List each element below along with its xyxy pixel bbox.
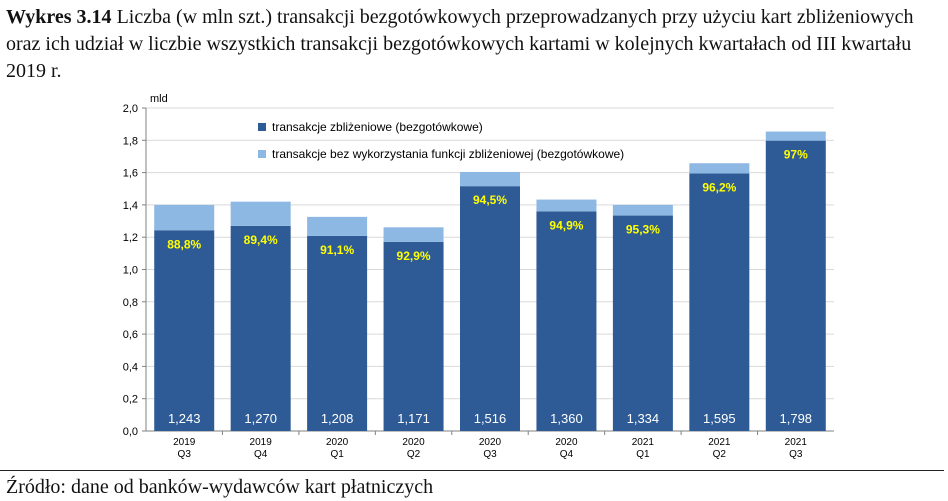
- x-tick-label-quarter: Q3: [789, 449, 803, 460]
- x-tick-label-quarter: Q4: [254, 449, 268, 460]
- x-tick-label-quarter: Q3: [178, 449, 192, 460]
- y-tick-label: 1,2: [123, 232, 138, 244]
- y-tick-label: 0,4: [123, 361, 138, 373]
- x-tick-label-quarter: Q3: [483, 449, 497, 460]
- bar-value-label: 1,516: [474, 411, 507, 426]
- y-tick-label: 1,0: [123, 265, 138, 277]
- bar-contactless: [612, 215, 673, 431]
- x-tick-label-year: 2021: [632, 437, 655, 448]
- bar-share-label: 96,2%: [702, 180, 736, 194]
- legend-label-non-contactless: transakcje bez wykorzystania funkcji zbl…: [272, 147, 624, 161]
- y-tick-label: 0,2: [123, 394, 138, 406]
- bar-share-label: 97%: [784, 148, 808, 162]
- source-divider: [0, 470, 944, 471]
- bar-share-label: 89,4%: [244, 233, 278, 247]
- figure-caption: Wykres 3.14 Liczba (w mln szt.) transakc…: [6, 4, 942, 85]
- y-tick-label: 0,8: [123, 297, 138, 309]
- bar-value-label: 1,798: [780, 411, 813, 426]
- bar-non-contactless: [154, 204, 215, 231]
- x-tick-label-year: 2019: [173, 437, 196, 448]
- source-note: Źródło: dane od banków-wydawców kart pła…: [6, 476, 434, 498]
- x-tick-label-quarter: Q1: [330, 449, 344, 460]
- bar-share-label: 94,9%: [549, 218, 583, 232]
- x-tick-label-year: 2021: [785, 437, 808, 448]
- bar-value-label: 1,208: [321, 411, 354, 426]
- x-tick-label-year: 2020: [326, 437, 349, 448]
- bar-contactless: [230, 225, 291, 431]
- bar-value-label: 1,360: [550, 411, 583, 426]
- bar-value-label: 1,243: [168, 411, 201, 426]
- y-tick-label: 0,0: [123, 426, 138, 438]
- y-tick-label: 1,4: [123, 200, 138, 212]
- bar-non-contactless: [689, 163, 750, 174]
- bar-non-contactless: [460, 171, 520, 187]
- bar-contactless: [383, 241, 444, 431]
- x-tick-label-quarter: Q1: [636, 449, 650, 460]
- bar-contactless: [689, 173, 750, 431]
- x-tick-label-year: 2019: [250, 437, 273, 448]
- bar-non-contactless: [230, 201, 291, 226]
- legend-label-contactless: transakcje zbliżeniowe (bezgotówkowe): [272, 120, 483, 134]
- bar-value-label: 1,334: [627, 411, 660, 426]
- legend-swatch-non-contactless: [258, 150, 266, 158]
- bar-value-label: 1,270: [244, 411, 277, 426]
- x-tick-label-quarter: Q2: [713, 449, 727, 460]
- bar-non-contactless: [536, 199, 597, 212]
- bar-contactless: [536, 211, 597, 431]
- bar-contactless: [765, 140, 826, 432]
- bar-share-label: 88,8%: [167, 237, 201, 251]
- figure-label: Wykres 3.14: [6, 6, 112, 28]
- bar-non-contactless: [765, 131, 826, 141]
- bar-share-label: 92,9%: [397, 249, 431, 263]
- bar-value-label: 1,595: [703, 411, 736, 426]
- bar-share-label: 94,5%: [473, 193, 507, 207]
- x-tick-label-quarter: Q2: [407, 449, 421, 460]
- chart-container: 0,0 0,2 0,4 0,6 0,8 1,0 1,2 1,4 1,6 1,8 2,0 mld 1,24…: [0, 86, 948, 470]
- x-tick-label-year: 2020: [479, 437, 502, 448]
- bar-contactless: [154, 230, 215, 431]
- legend-swatch-contactless: [258, 123, 266, 131]
- stacked-bar-chart: 0,0 0,2 0,4 0,6 0,8 1,0 1,2 1,4 1,6 1,8 2,0 mld 1,24…: [123, 93, 834, 460]
- x-tick-label-year: 2020: [402, 437, 425, 448]
- bar-non-contactless: [307, 216, 368, 236]
- bar-share-label: 91,1%: [320, 243, 354, 257]
- bar-value-label: 1,171: [397, 411, 430, 426]
- bar-non-contactless: [612, 204, 673, 216]
- figure-title: Liczba (w mln szt.) transakcji bezgotówk…: [6, 6, 914, 82]
- y-unit-label: mld: [150, 93, 168, 105]
- bar-contactless: [460, 186, 520, 431]
- x-tick-label-year: 2020: [555, 437, 578, 448]
- y-tick-label: 1,8: [123, 135, 138, 147]
- x-tick-label-year: 2021: [708, 437, 731, 448]
- y-tick-label: 1,6: [123, 168, 138, 180]
- y-tick-label: 2,0: [123, 103, 138, 115]
- bar-contactless: [307, 235, 368, 431]
- y-tick-label: 0,6: [123, 329, 138, 341]
- bar-share-label: 95,3%: [626, 223, 660, 237]
- x-tick-label-quarter: Q4: [560, 449, 574, 460]
- bar-non-contactless: [383, 227, 444, 242]
